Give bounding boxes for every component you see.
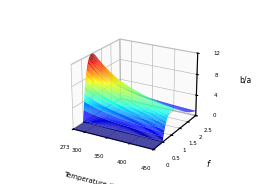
Y-axis label: f: f bbox=[206, 160, 209, 169]
X-axis label: Temperature (K): Temperature (K) bbox=[63, 171, 120, 184]
